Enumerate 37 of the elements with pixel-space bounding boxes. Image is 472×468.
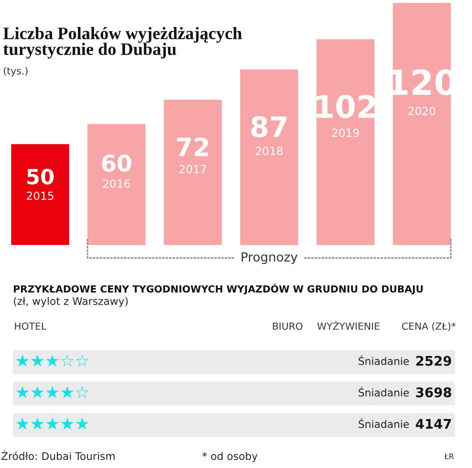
text: 4147 xyxy=(416,419,451,429)
text: ★★★★☆ xyxy=(16,386,89,398)
bar xyxy=(392,3,451,245)
bar xyxy=(87,124,146,245)
data-label: 60 xyxy=(102,154,132,172)
x-tick-label: 2015 xyxy=(26,192,54,200)
category-label: BIURO xyxy=(272,322,303,330)
bar xyxy=(11,144,70,245)
text: Śniadanie xyxy=(358,355,409,366)
category-label: CENA (ZŁ)* xyxy=(402,322,456,331)
data-label: 102 xyxy=(316,94,376,118)
text: (tys.) xyxy=(4,67,28,76)
text: (zł, wylot z Warszawy) xyxy=(14,296,128,308)
x-tick-label: 2018 xyxy=(256,146,283,156)
text: Śniadanie xyxy=(358,418,409,428)
text: 3698 xyxy=(416,387,452,398)
category-label: HOTEL xyxy=(14,322,46,330)
bar xyxy=(240,70,298,245)
text: Śniadanie xyxy=(358,386,409,397)
category-label: WYŻYWIENIE xyxy=(317,320,380,330)
text: 2529 xyxy=(416,356,452,366)
bar xyxy=(164,100,222,245)
x-tick-label: 2019 xyxy=(332,128,359,138)
data-label: 72 xyxy=(177,137,208,156)
data-label: 50 xyxy=(27,168,54,184)
text: * od osoby xyxy=(202,452,258,462)
text: Prognozy xyxy=(242,252,298,264)
text: Liczba Polaków wyjeżdżających turystycznie do Dubaju xyxy=(3,27,242,59)
text: PRZYKŁADOWE CENY TYGODNIOWYCH WYJAZDÓW W GRUDNIU DO DUBAJU xyxy=(14,283,423,294)
data-label: 87 xyxy=(251,116,286,138)
text: ★★★☆☆ xyxy=(16,354,89,367)
x-tick-label: 2016 xyxy=(103,179,130,188)
x-tick-label: 2017 xyxy=(180,164,206,174)
bar xyxy=(316,39,375,245)
text: Źródło: Dubai Tourism xyxy=(1,450,115,460)
text: ★★★★★ xyxy=(16,418,89,430)
x-tick-label: 2020 xyxy=(408,106,436,116)
